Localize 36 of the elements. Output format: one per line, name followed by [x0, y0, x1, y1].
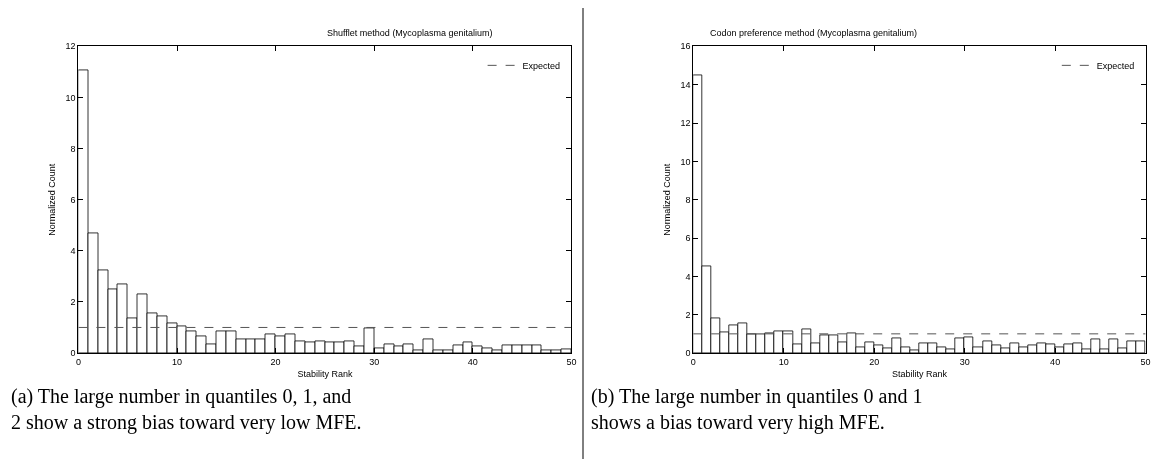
x-axis-title: Stability Rank [297, 368, 353, 379]
x-tick-label: 40 [1050, 356, 1061, 367]
legend-label: Expected [1096, 60, 1135, 71]
y-tick-label: 4 [70, 245, 76, 256]
y-tick-label: 10 [680, 156, 691, 167]
y-axis-title: Normalized Count [661, 163, 672, 236]
x-tick-label: 50 [566, 356, 577, 367]
y-tick-label: 4 [685, 271, 691, 282]
x-tick-label: 20 [869, 356, 880, 367]
text: (b) The large number in quantiles 0 and 1 shows a bias toward very high MFE. [591, 385, 923, 434]
y-tick-label: 6 [70, 194, 76, 205]
chart-title: Shufflet method (Mycoplasma genitalium) [327, 28, 493, 38]
x-axis-title: Stability Rank [891, 368, 948, 379]
y-tick-label: 8 [685, 194, 691, 205]
x-tick-label: 40 [467, 356, 478, 367]
y-tick-label: 12 [65, 41, 76, 52]
x-tick-label: 30 [369, 356, 380, 367]
y-tick-label: 8 [70, 143, 76, 154]
y-tick-label: 14 [680, 79, 691, 90]
y-tick-label: 10 [65, 92, 76, 103]
y-tick-label: 0 [70, 348, 76, 359]
x-tick-label: 30 [959, 356, 970, 367]
x-tick-label: 10 [171, 356, 183, 367]
y-tick-label: 16 [680, 41, 691, 52]
chart-title: Codon preference method (Mycoplasma genitalium) [710, 28, 918, 38]
legend-label: Expected [522, 60, 561, 71]
x-tick-label: 20 [270, 356, 281, 367]
y-tick-label: 12 [680, 118, 691, 129]
x-tick-label: 10 [778, 356, 789, 367]
y-axis-title: Normalized Count [46, 163, 57, 236]
y-tick-label: 2 [685, 309, 691, 320]
text: (a) The large number in quantiles 0, 1, and 2 show a strong bias toward very low MFE. [11, 385, 362, 434]
x-tick-label: 50 [1140, 356, 1151, 367]
y-tick-label: 2 [70, 297, 76, 308]
y-tick-label: 0 [685, 348, 691, 359]
y-tick-label: 6 [685, 233, 691, 244]
